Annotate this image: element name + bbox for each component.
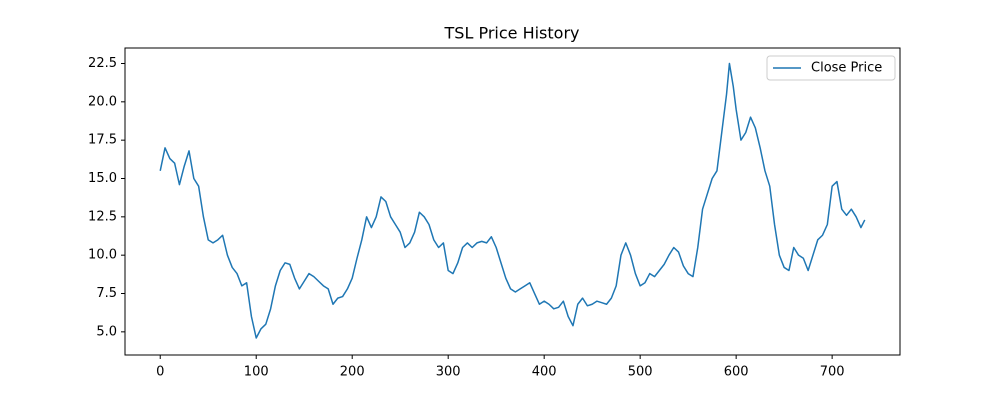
x-tick-label: 0	[156, 365, 164, 380]
x-tick-label: 600	[724, 365, 749, 380]
y-tick-label: 22.5	[88, 56, 117, 71]
y-tick-label: 5.0	[96, 324, 117, 339]
y-tick-label: 12.5	[88, 209, 117, 224]
legend-label: Close Price	[811, 61, 882, 76]
x-tick-label: 700	[820, 365, 845, 380]
y-tick-label: 10.0	[88, 248, 117, 263]
x-tick-label: 500	[628, 365, 653, 380]
plot-frame	[124, 47, 901, 356]
x-tick-label: 300	[436, 365, 461, 380]
chart-title: TSL Price History	[444, 24, 580, 43]
y-tick-label: 20.0	[88, 94, 117, 109]
y-tick-label: 15.0	[88, 171, 117, 186]
y-tick-label: 7.5	[96, 286, 117, 301]
x-tick-label: 200	[340, 365, 365, 380]
legend-box	[766, 55, 896, 81]
line-series	[159, 62, 866, 339]
x-tick-label: 400	[532, 365, 557, 380]
x-tick-label: 100	[244, 365, 269, 380]
y-tick-label: 17.5	[88, 133, 117, 148]
